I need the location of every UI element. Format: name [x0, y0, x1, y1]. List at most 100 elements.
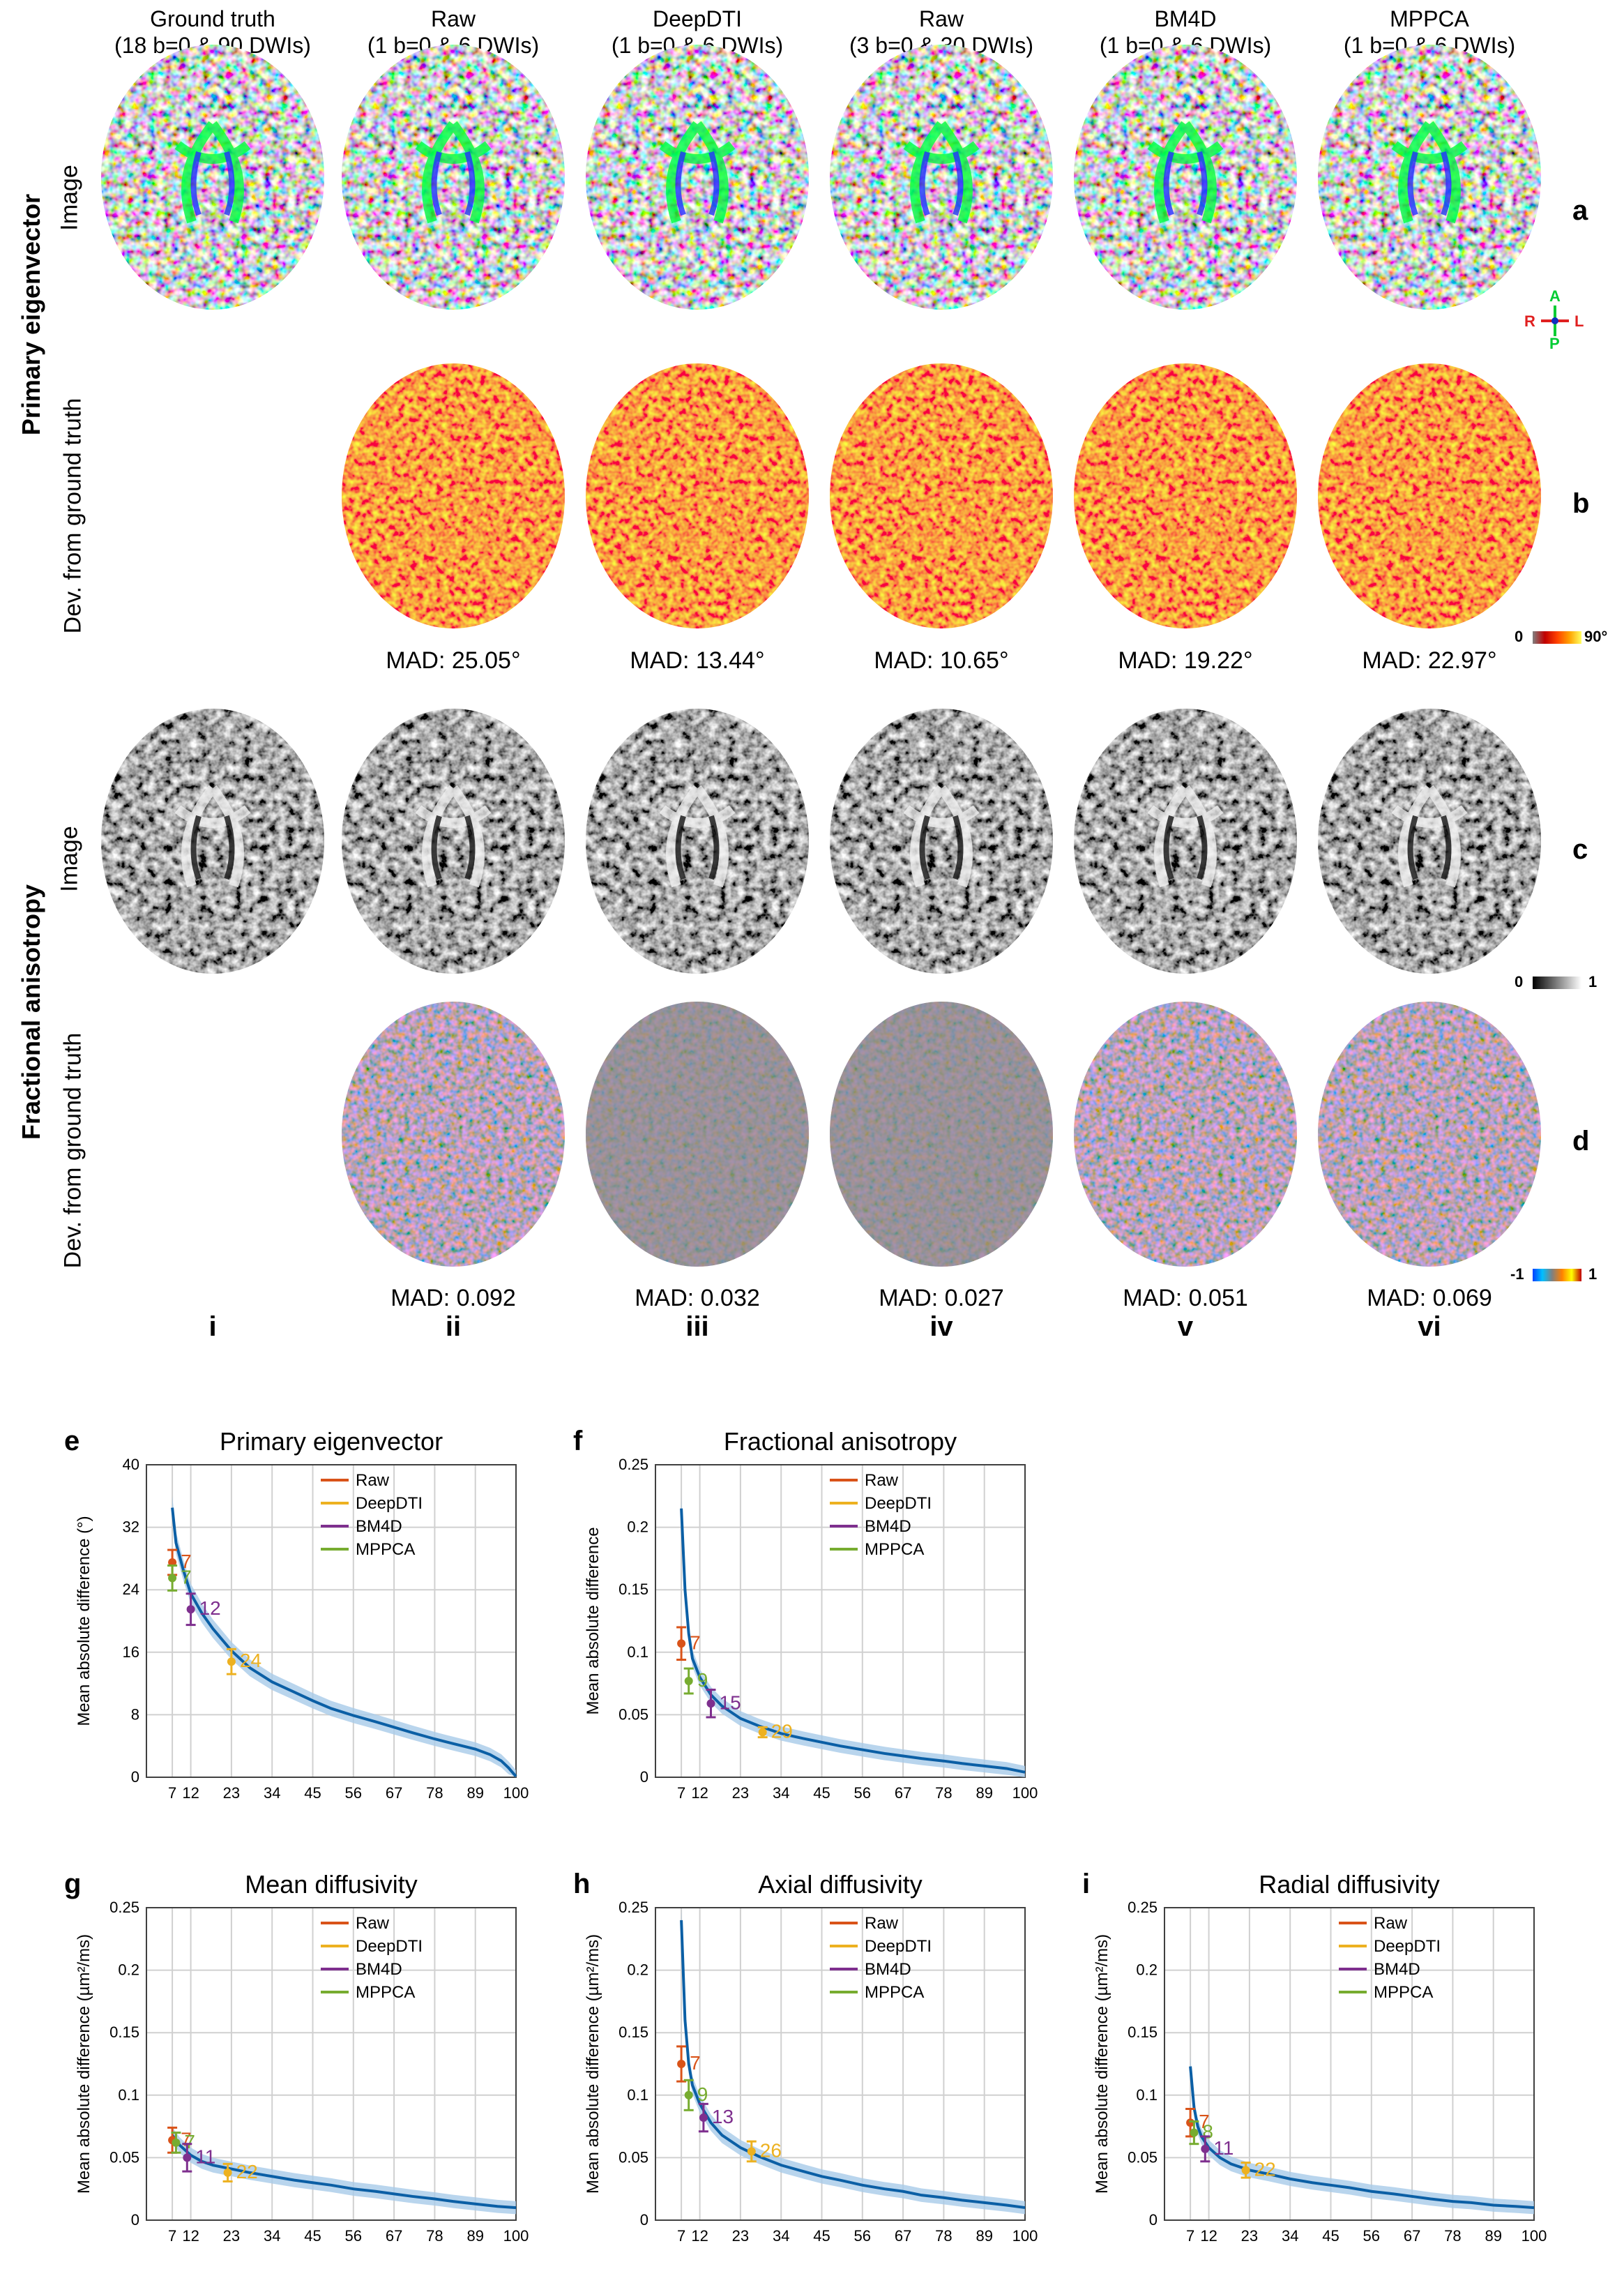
- x-tick-label: 67: [895, 2227, 911, 2245]
- bm4d-point-label: 12: [199, 1597, 221, 1619]
- x-axis-label: Number of images: [252, 2250, 411, 2253]
- fa-image-v: [1074, 709, 1297, 974]
- x-tick-label: 89: [976, 1784, 992, 1802]
- x-tick-label: 78: [426, 2227, 443, 2245]
- x-tick-label: 12: [182, 1784, 199, 1802]
- fa-deviation-iii: [586, 1002, 809, 1267]
- x-tick-label: 23: [732, 2227, 749, 2245]
- mppca-point-label: 7: [181, 1566, 192, 1588]
- x-tick-label: 34: [1282, 2227, 1298, 2245]
- x-tick-label: 23: [732, 1784, 749, 1802]
- eigenvector-image-i: [101, 45, 324, 310]
- mad-v1-vi: MAD: 22.97°: [1362, 647, 1497, 674]
- orientation-a: A: [1549, 287, 1561, 305]
- legend-label-bm4d: BM4D: [1374, 1960, 1420, 1979]
- legend-label-bm4d: BM4D: [356, 1517, 402, 1536]
- bm4d-point-label: 15: [720, 1691, 741, 1713]
- y-tick-label: 16: [123, 1643, 139, 1661]
- x-tick-label: 78: [426, 1784, 443, 1802]
- raw-point-label: 7: [181, 1551, 192, 1572]
- legend-label-mppca: MPPCA: [356, 1540, 415, 1559]
- panel-letter-e: e: [64, 1426, 79, 1456]
- axes-box: [146, 1907, 517, 2221]
- mppca-point: [1190, 2128, 1199, 2137]
- y-tick-label: 32: [123, 1518, 139, 1536]
- row-label-dev-b: Dev. from ground truth: [59, 398, 86, 634]
- x-tick-label: 100: [503, 1784, 529, 1802]
- mppca-point-label: 7: [184, 2131, 195, 2152]
- x-tick-label: 12: [182, 2227, 199, 2245]
- panel-letter-d: d: [1572, 1126, 1590, 1156]
- raw-point: [677, 2060, 686, 2068]
- mppca-point: [684, 2090, 693, 2099]
- legend-label-mppca: MPPCA: [356, 1983, 415, 2002]
- bm4d-point: [186, 1605, 195, 1614]
- mppca-point: [168, 1574, 177, 1583]
- eigenvector-image-ii: [342, 45, 565, 310]
- y-tick-label: 0: [1149, 2211, 1158, 2229]
- legend-label-mppca: MPPCA: [1374, 1983, 1433, 2002]
- eigenvector-image-v: [1074, 45, 1297, 310]
- deepdti-point-label: 22: [1254, 2158, 1276, 2180]
- panel-letter-g: g: [64, 1869, 81, 1899]
- axes-box: [1164, 1907, 1535, 2221]
- bm4d-point: [1201, 2144, 1210, 2153]
- y-tick-label: 0: [640, 1768, 648, 1786]
- colorbar-fa: [1533, 977, 1581, 989]
- colorbar-angle: [1533, 631, 1581, 644]
- mad-fa-iv: MAD: 0.027: [879, 1285, 1004, 1311]
- x-tick-label: 45: [304, 1784, 321, 1802]
- y-tick-label: 0: [640, 2211, 648, 2229]
- y-tick-label: 40: [123, 1456, 139, 1473]
- mad-v1-iii: MAD: 13.44°: [630, 647, 765, 674]
- x-tick-label: 100: [1012, 1784, 1038, 1802]
- x-tick-label: 78: [1444, 2227, 1461, 2245]
- x-tick-label: 89: [466, 1784, 483, 1802]
- eigenvector-deviation-ii: [342, 363, 565, 628]
- mad-curve: [680, 1508, 1026, 1774]
- legend-label-raw: Raw: [1374, 1914, 1408, 1933]
- legend-label-raw: Raw: [865, 1914, 899, 1933]
- axes-box: [655, 1464, 1026, 1778]
- y-tick-label: 0.2: [118, 1961, 139, 1979]
- chart-axial-diffusivity: h Axial diffusivity 7 12 23 34 45 56 67 78 89 100 0 0…: [573, 1869, 1038, 2253]
- legend-label-raw: Raw: [356, 1471, 390, 1490]
- confidence-band: [172, 1495, 516, 1777]
- mppca-point-label: 8: [1202, 2121, 1213, 2143]
- mppca-point: [684, 1677, 693, 1686]
- bm4d-point-label: 11: [195, 2146, 215, 2167]
- eigenvector-deviation-v: [1074, 363, 1297, 628]
- y-tick-label: 0.25: [109, 1899, 139, 1916]
- y-tick-label: 0: [131, 2211, 139, 2229]
- y-tick-label: 0.2: [627, 1518, 648, 1536]
- x-tick-label: 7: [677, 2227, 685, 2245]
- panel-letter-f: f: [573, 1426, 583, 1456]
- mad-fa-v: MAD: 0.051: [1123, 1285, 1248, 1311]
- x-tick-label: 45: [813, 1784, 830, 1802]
- fa-image-iii: [586, 709, 809, 974]
- legend-label-raw: Raw: [356, 1914, 390, 1933]
- legend-label-deepdti: DeepDTI: [356, 1937, 423, 1956]
- y-axis-label: Mean absolute difference (µm²/ms): [584, 1934, 602, 2194]
- eigenvector-image-vi: [1318, 45, 1541, 310]
- orientation-l: L: [1574, 312, 1584, 330]
- bm4d-point: [706, 1699, 715, 1708]
- y-tick-label: 0.15: [1128, 2023, 1158, 2041]
- raw-point-label: 7: [690, 1631, 701, 1653]
- confidence-band: [681, 1908, 1025, 2215]
- x-tick-label: 45: [1322, 2227, 1339, 2245]
- x-tick-label: 56: [1363, 2227, 1380, 2245]
- bm4d-point-label: 13: [712, 2106, 734, 2127]
- x-tick-label: 23: [1241, 2227, 1258, 2245]
- orientation-r: R: [1524, 312, 1535, 330]
- row-label-image-c: Image: [56, 826, 83, 892]
- deepdti-point-label: 29: [771, 1720, 793, 1742]
- row-label-image-a: Image: [56, 165, 83, 231]
- bm4d-point: [699, 2113, 708, 2123]
- bm4d-point: [183, 2153, 192, 2162]
- fa-image-i: [101, 709, 324, 974]
- y-tick-label: 0.2: [627, 1961, 648, 1979]
- deepdti-point-label: 26: [760, 2139, 782, 2161]
- x-axis-label: Number of images: [252, 1807, 411, 1810]
